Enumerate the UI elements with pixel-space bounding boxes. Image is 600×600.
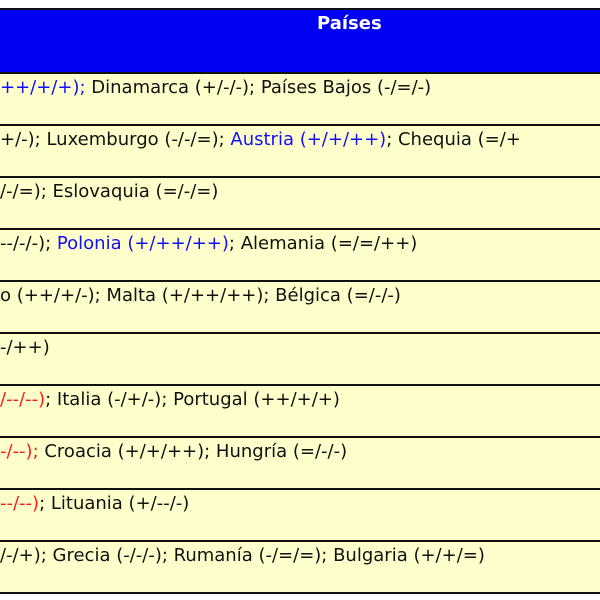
country-list-cell: /--/--); Italia (-/+/-); Portugal (++/+/… [0,389,340,410]
table-row: /-/=); Eslovaquia (=/-/=) [0,178,600,230]
country-list-cell: --/--); Lituania (+/--/-) [0,493,189,514]
table-row: /--/--); Italia (-/+/-); Portugal (++/+/… [0,386,600,438]
country-list-cell: -/--); Croacia (+/+/++); Hungría (=/-/-) [0,441,347,462]
table-row: ++/+/+); Dinamarca (+/-/-); Países Bajos… [0,74,600,126]
country-list-cell: ++/+/+); Dinamarca (+/-/-); Países Bajos… [0,77,431,98]
country-text: ; Alemania (=/=/++) [228,233,418,254]
table-body: ++/+/+); Dinamarca (+/-/-); Países Bajos… [0,74,600,594]
country-positive: Austria (+/+/++) [230,129,387,150]
table-row: +/-); Luxemburgo (-/-/=); Austria (+/+/+… [0,126,600,178]
country-list-cell: -/++) [0,337,50,358]
country-text: /-/=); Eslovaquia (=/-/=) [0,181,219,202]
country-negative: /--/--) [0,389,46,410]
country-text: --/-/-); [0,233,57,254]
country-list-cell: +/-); Luxemburgo (-/-/=); Austria (+/+/+… [0,129,521,150]
country-text: Croacia (+/+/++); Hungría (=/-/-) [38,441,348,462]
table-row: o (++/+/-); Malta (+/++/++); Bélgica (=/… [0,282,600,334]
country-text: -/++) [0,337,50,358]
country-text: /-/+); Grecia (-/-/-); Rumanía (-/=/=); … [0,545,485,566]
country-negative: --/--) [0,493,40,514]
table-row: -/++) [0,334,600,386]
country-list-cell: /-/=); Eslovaquia (=/-/=) [0,181,218,202]
country-text: o (++/+/-); Malta (+/++/++); Bélgica (=/… [0,285,401,306]
table-header: Países [0,10,600,74]
column-header-paises: Países [317,13,382,34]
table-row: -/--); Croacia (+/+/++); Hungría (=/-/-) [0,438,600,490]
country-text: ; Italia (-/+/-); Portugal (++/+/+) [45,389,340,410]
country-list-cell: --/-/-); Polonia (+/++/++); Alemania (=/… [0,233,417,254]
country-text: ; Chequia (=/+ [386,129,521,150]
table-row: --/--); Lituania (+/--/-) [0,490,600,542]
country-text: Dinamarca (+/-/-); Países Bajos (-/=/-) [85,77,432,98]
country-positive: Polonia (+/++/++) [56,233,229,254]
country-positive: ++/+/+); [0,77,86,98]
countries-table: Países ++/+/+); Dinamarca (+/-/-); Paíse… [0,8,600,594]
country-negative: -/--); [0,441,39,462]
country-text: +/-); Luxemburgo (-/-/=); [0,129,231,150]
country-list-cell: o (++/+/-); Malta (+/++/++); Bélgica (=/… [0,285,401,306]
table-row: --/-/-); Polonia (+/++/++); Alemania (=/… [0,230,600,282]
country-text: ; Lituania (+/--/-) [39,493,190,514]
table-row: /-/+); Grecia (-/-/-); Rumanía (-/=/=); … [0,542,600,594]
country-list-cell: /-/+); Grecia (-/-/-); Rumanía (-/=/=); … [0,545,485,566]
